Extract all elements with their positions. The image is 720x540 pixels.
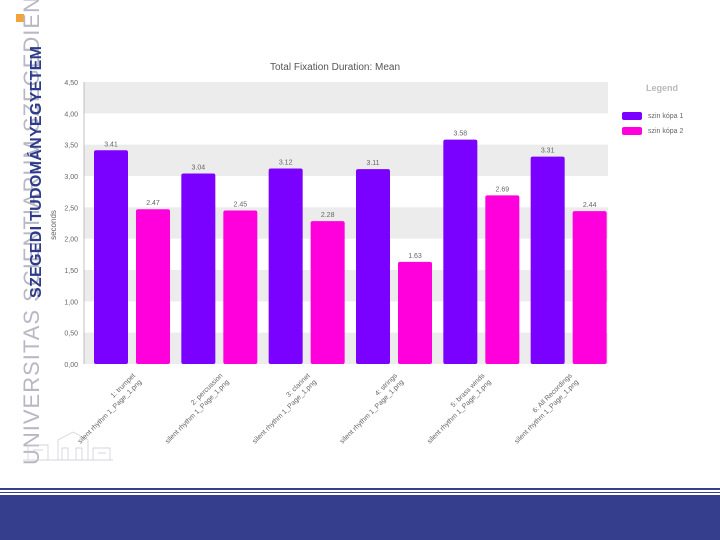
y-tick-label: 2,50 <box>64 205 78 212</box>
bar-series-1-cat-4 <box>356 169 390 364</box>
bar-value-label: 2.28 <box>321 212 335 219</box>
bar-series-2-cat-3 <box>310 221 345 364</box>
footer-band <box>0 495 720 540</box>
bar-value-label: 3.11 <box>366 160 379 167</box>
bar-value-label: 3.41 <box>104 141 118 148</box>
x-tick-label: silent rhythm 1_Page_1.png <box>77 379 144 446</box>
grid-band <box>84 332 608 364</box>
building-sketch-icon <box>23 431 113 461</box>
bar-value-label: 1.63 <box>408 253 422 260</box>
legend-swatch-series-2 <box>622 127 642 135</box>
y-tick-label: 1,00 <box>64 299 78 306</box>
bar-series-1-cat-1 <box>94 150 128 364</box>
y-tick-label: 2,00 <box>64 237 78 244</box>
x-tick-label: silent rhythm 1_Page_1.png <box>339 379 406 446</box>
bar-value-label: 3.04 <box>192 164 206 171</box>
bar-series-2-cat-6 <box>572 211 607 364</box>
legend-label-series-1: szin kópa 1 <box>648 112 684 120</box>
footer-thin-rule <box>0 492 720 493</box>
grid-band <box>84 270 608 302</box>
bar-value-label: 3.58 <box>454 131 468 138</box>
legend-item-series-1: szin kópa 1 <box>622 111 683 121</box>
bar-series-2-cat-4 <box>398 261 432 364</box>
y-axis-label: seconds <box>49 210 58 240</box>
y-tick-label: 1,50 <box>64 268 78 275</box>
bar-series-1-cat-3 <box>268 168 303 364</box>
plot-grid-bands <box>84 82 608 364</box>
legend-label-series-2: szin kópa 2 <box>648 127 684 135</box>
bar-value-label: 2.45 <box>234 201 248 208</box>
bar-value-labels: 3.41 2.47 3.04 2.45 3.12 2.28 3.11 1.63 3.58 2.69… <box>104 131 596 260</box>
legend-title: Legend <box>646 83 679 93</box>
bar-series-1-cat-2 <box>181 173 216 364</box>
bar-value-label: 3.31 <box>541 148 555 155</box>
grid-band <box>84 144 608 176</box>
y-tick-label: 3,00 <box>64 174 78 181</box>
x-tick-label: silent rhythm 1_Page_1.png <box>252 379 319 446</box>
y-tick-label: 4,50 <box>64 80 78 87</box>
footer-top-rule <box>0 488 720 490</box>
y-tick-label: 4,00 <box>64 111 78 118</box>
bar-series-2-cat-5 <box>485 195 520 364</box>
bar-value-label: 2.44 <box>583 202 597 209</box>
legend-item-series-2: szin kópa 2 <box>622 126 683 136</box>
chart-title: Total Fixation Duration: Mean <box>270 62 400 73</box>
bar-value-label: 3.12 <box>279 159 293 166</box>
university-logo-square <box>16 14 24 22</box>
y-axis: 0,00 0,50 1,00 1,50 2,00 2,50 3,00 3,50 4,00 4,50 <box>64 80 85 369</box>
x-tick-label: silent rhythm 1_Page_1.png <box>426 379 493 446</box>
bar-series-2-cat-1 <box>136 209 170 364</box>
bar-series-1-cat-6 <box>530 156 565 364</box>
grid-band <box>84 82 608 114</box>
bar-value-label: 2.69 <box>496 186 510 193</box>
grid-band <box>84 207 608 239</box>
bar-series-1-cat-5 <box>443 139 478 364</box>
bar-value-label: 2.47 <box>146 200 160 207</box>
y-tick-label: 3,50 <box>64 143 78 150</box>
bar-series-2-cat-2 <box>223 210 258 364</box>
legend-swatch-series-1 <box>622 112 642 120</box>
y-tick-label: 0,50 <box>64 331 78 338</box>
x-tick-label: silent rhythm 1_Page_1.png <box>514 379 581 446</box>
y-tick-label: 0,00 <box>64 362 78 369</box>
bars <box>94 139 607 364</box>
x-tick-label: silent rhythm 1_Page_1.png <box>164 379 231 446</box>
